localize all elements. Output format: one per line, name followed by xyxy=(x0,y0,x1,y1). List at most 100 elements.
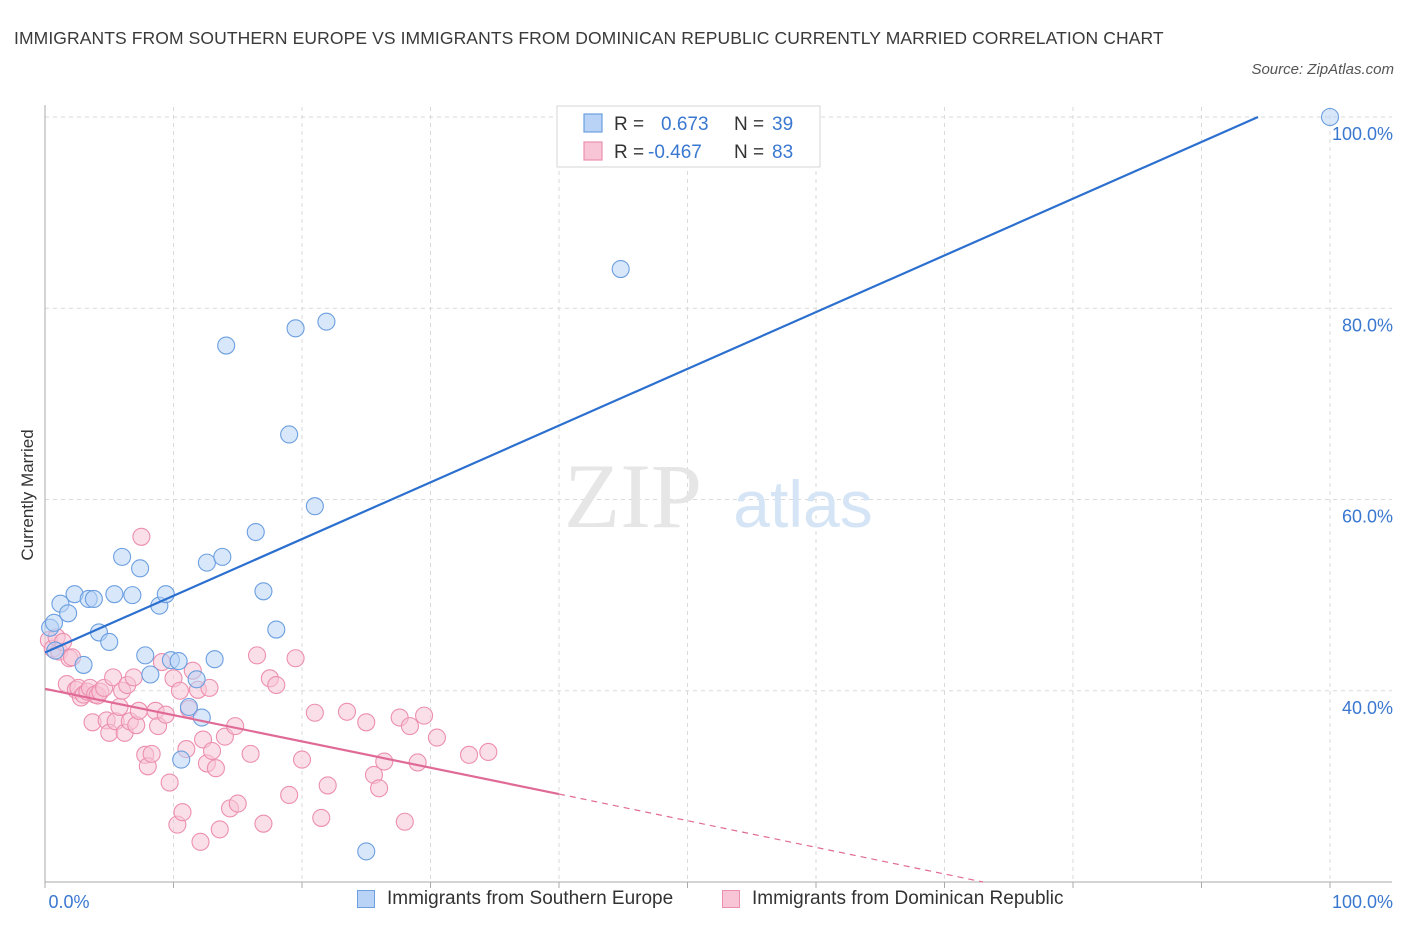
data-point-dominican xyxy=(191,832,210,851)
bottom-legend: Immigrants from Southern Europe Immigran… xyxy=(0,888,1406,918)
source-label: Source: ZipAtlas.com xyxy=(1251,61,1394,78)
data-point-dominican xyxy=(267,675,286,695)
data-point-dominican xyxy=(292,750,312,769)
data-point-southern-europe xyxy=(213,547,232,566)
data-point-southern-europe xyxy=(280,425,299,444)
data-point-southern-europe xyxy=(192,708,211,727)
data-point-dominican xyxy=(395,812,414,831)
data-point-southern-europe xyxy=(169,652,188,671)
data-point-southern-europe xyxy=(131,559,150,578)
legend-label: Immigrants from Southern Europe xyxy=(387,888,674,909)
legend-top: R = 0.673 N = 39 R = -0.467 N = 83 xyxy=(556,105,821,168)
data-point-southern-europe xyxy=(217,336,236,355)
legend-n-label: N = xyxy=(734,142,764,163)
data-point-dominican xyxy=(280,785,299,805)
watermark: ZIP atlas xyxy=(564,445,873,547)
data-point-dominican xyxy=(312,808,331,827)
data-point-dominican xyxy=(210,820,229,839)
data-point-southern-europe xyxy=(123,586,142,605)
data-point-southern-europe xyxy=(172,750,191,769)
data-point-dominican xyxy=(375,752,394,771)
watermark-zip: ZIP xyxy=(564,445,702,547)
data-point-southern-europe xyxy=(44,613,64,632)
legend-r-value: 0.673 xyxy=(661,114,709,135)
legend-item-southern-europe[interactable]: Immigrants from Southern Europe xyxy=(357,888,673,910)
data-point-dominican xyxy=(337,702,357,721)
data-point-southern-europe xyxy=(59,604,78,623)
dominican-republic-points xyxy=(39,527,498,851)
legend-swatch-blue xyxy=(357,890,375,908)
y-tick-label: 60.0% xyxy=(1342,507,1393,527)
data-point-dominican xyxy=(286,649,305,668)
data-point-dominican xyxy=(129,701,148,720)
data-point-southern-europe xyxy=(317,312,336,331)
legend-swatch-pink xyxy=(583,141,603,161)
legend-swatch-blue xyxy=(583,113,603,133)
data-point-dominican xyxy=(200,678,219,697)
data-point-dominican xyxy=(318,776,337,795)
data-point-dominican xyxy=(254,814,273,833)
data-point-dominican xyxy=(459,745,479,764)
data-point-southern-europe xyxy=(246,522,265,542)
legend-n-value: 83 xyxy=(772,142,793,163)
data-point-southern-europe xyxy=(1320,107,1340,127)
data-point-dominican xyxy=(160,773,179,792)
data-point-southern-europe xyxy=(254,582,273,601)
trend-line-dominican xyxy=(44,687,560,796)
data-point-southern-europe xyxy=(187,670,206,689)
x-tick-label: 0.0% xyxy=(48,892,89,912)
legend-swatch-pink xyxy=(722,890,740,908)
data-point-southern-europe xyxy=(84,589,103,609)
chart-title: IMMIGRANTS FROM SOUTHERN EUROPE VS IMMIG… xyxy=(14,28,1164,48)
data-point-dominican xyxy=(142,744,161,763)
data-point-dominican xyxy=(370,779,389,798)
grid-layer xyxy=(45,107,1392,882)
legend-r-value: -0.467 xyxy=(648,142,702,163)
watermark-atlas: atlas xyxy=(733,467,872,541)
data-point-southern-europe xyxy=(267,620,286,639)
data-point-dominican xyxy=(173,803,192,822)
southern-europe-points xyxy=(41,107,1340,861)
trend-line-southern-europe xyxy=(44,115,1259,654)
data-point-southern-europe xyxy=(305,497,324,516)
trend-lines xyxy=(44,115,1259,883)
legend-n-label: N = xyxy=(734,114,764,135)
data-point-dominican xyxy=(427,728,446,747)
legend-label: Immigrants from Dominican Republic xyxy=(752,888,1064,909)
data-point-southern-europe xyxy=(205,650,224,669)
y-axis-label: Currently Married xyxy=(18,429,37,560)
data-point-southern-europe xyxy=(179,697,198,717)
legend-r-label: R = xyxy=(614,142,644,163)
y-tick-label: 100.0% xyxy=(1332,124,1393,144)
x-tick-label: 100.0% xyxy=(1332,892,1393,912)
data-point-dominican xyxy=(170,681,189,700)
data-point-southern-europe xyxy=(136,646,155,665)
legend-n-value: 39 xyxy=(772,114,793,135)
y-tick-label: 80.0% xyxy=(1342,315,1393,335)
data-point-southern-europe xyxy=(141,665,160,684)
data-point-dominican xyxy=(228,794,247,813)
legend-item-dominican-republic[interactable]: Immigrants from Dominican Republic xyxy=(722,888,1064,910)
data-point-dominican xyxy=(132,527,151,546)
data-point-dominican xyxy=(241,744,260,763)
data-point-southern-europe xyxy=(113,547,132,566)
data-point-dominican xyxy=(104,668,123,687)
data-point-dominican xyxy=(479,742,498,762)
data-point-dominican xyxy=(110,697,129,717)
y-tick-label: 40.0% xyxy=(1342,698,1393,718)
data-point-dominican xyxy=(203,741,222,761)
tick-labels: 40.0% 60.0% 80.0% 100.0% 0.0% 100.0% xyxy=(48,124,1393,912)
data-point-southern-europe xyxy=(357,842,376,861)
trend-line-dominican-extension xyxy=(558,793,984,883)
legend-r-label: R = xyxy=(614,114,644,135)
data-point-southern-europe xyxy=(286,319,305,338)
data-point-dominican xyxy=(408,753,427,772)
axis-layer xyxy=(44,105,1392,888)
data-point-southern-europe xyxy=(74,655,93,674)
data-point-dominican xyxy=(124,668,143,687)
data-point-dominican xyxy=(415,706,434,725)
data-point-dominican xyxy=(206,759,225,778)
data-point-southern-europe xyxy=(197,553,216,572)
data-point-dominican xyxy=(305,703,324,722)
